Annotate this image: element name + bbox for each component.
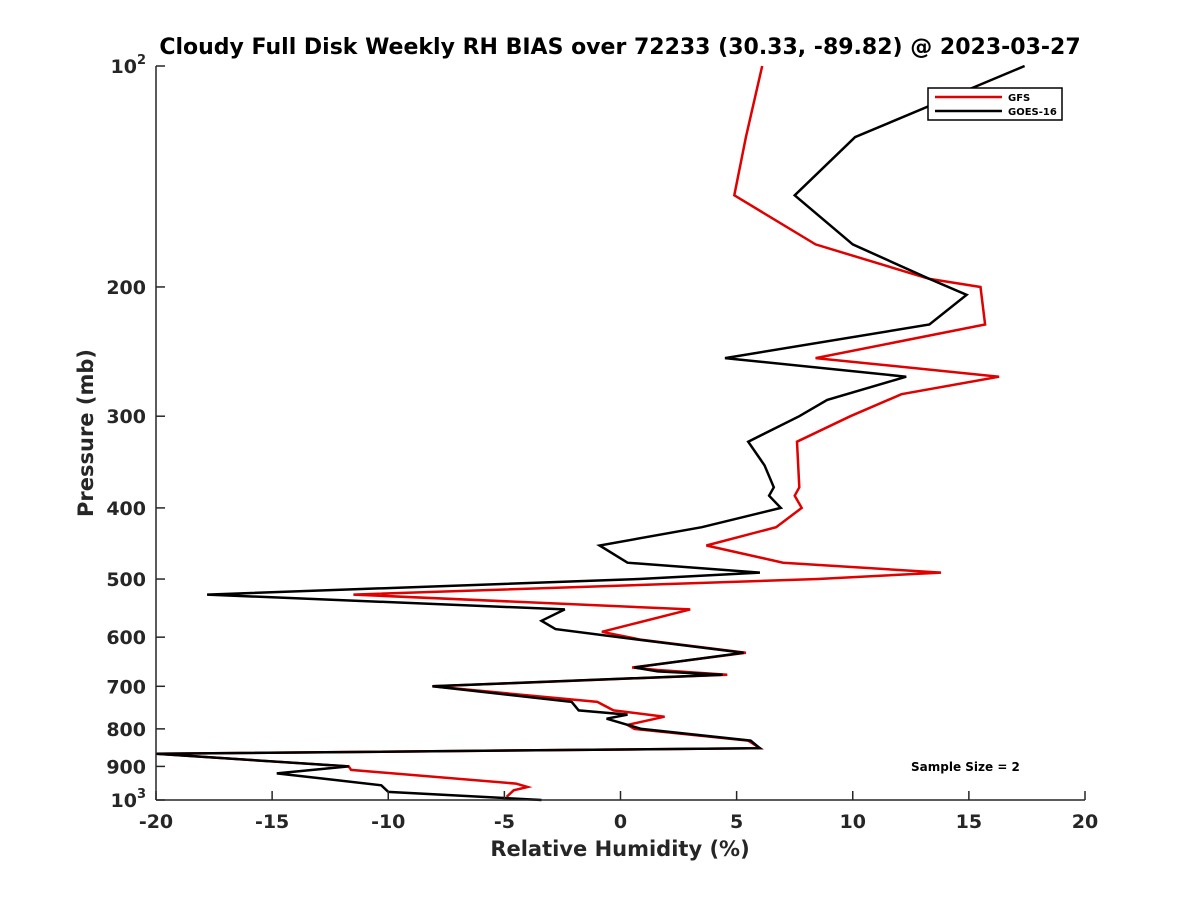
x-tick-label: 15 xyxy=(956,811,982,833)
x-tick-label: 5 xyxy=(730,811,743,833)
y-tick-label: 300 xyxy=(106,406,146,428)
legend-label-goes16: GOES-16 xyxy=(1008,107,1057,118)
legend: GFS GOES-16 xyxy=(927,87,1063,121)
y-tick-label: 400 xyxy=(106,498,146,520)
y-ticks: 102 200 300 400 500 600 700 800 900 103 xyxy=(106,53,165,812)
x-tick-label: 0 xyxy=(614,811,627,833)
y-tick-label: 200 xyxy=(106,277,146,299)
legend-box xyxy=(927,87,1063,121)
y-tick-label: 900 xyxy=(106,756,146,778)
x-axis-label: Relative Humidity (%) xyxy=(490,837,749,861)
y-tick-label: 700 xyxy=(106,676,146,698)
x-tick-label: -5 xyxy=(494,811,515,833)
x-tick-label: -10 xyxy=(371,811,405,833)
x-ticks: -20 -15 -10 -5 0 5 10 15 20 xyxy=(139,791,1098,833)
y-tick-label: 103 xyxy=(111,787,147,812)
y-tick-label: 102 xyxy=(111,53,147,78)
y-tick-label: 500 xyxy=(106,569,146,591)
y-axis-label: Pressure (mb) xyxy=(74,349,98,517)
plot-area xyxy=(156,66,1085,800)
series-line-goes16 xyxy=(155,64,1026,802)
y-tick-label: 600 xyxy=(106,627,146,649)
chart-title: Cloudy Full Disk Weekly RH BIAS over 722… xyxy=(159,35,1080,60)
x-tick-label: -20 xyxy=(139,811,173,833)
legend-label-gfs: GFS xyxy=(1008,93,1030,104)
x-tick-label: 20 xyxy=(1072,811,1098,833)
sample-size-annotation: Sample Size = 2 xyxy=(911,760,1020,774)
series-layer xyxy=(155,64,1026,802)
y-tick-label: 800 xyxy=(106,719,146,741)
x-tick-label: 10 xyxy=(840,811,866,833)
x-tick-label: -15 xyxy=(255,811,289,833)
